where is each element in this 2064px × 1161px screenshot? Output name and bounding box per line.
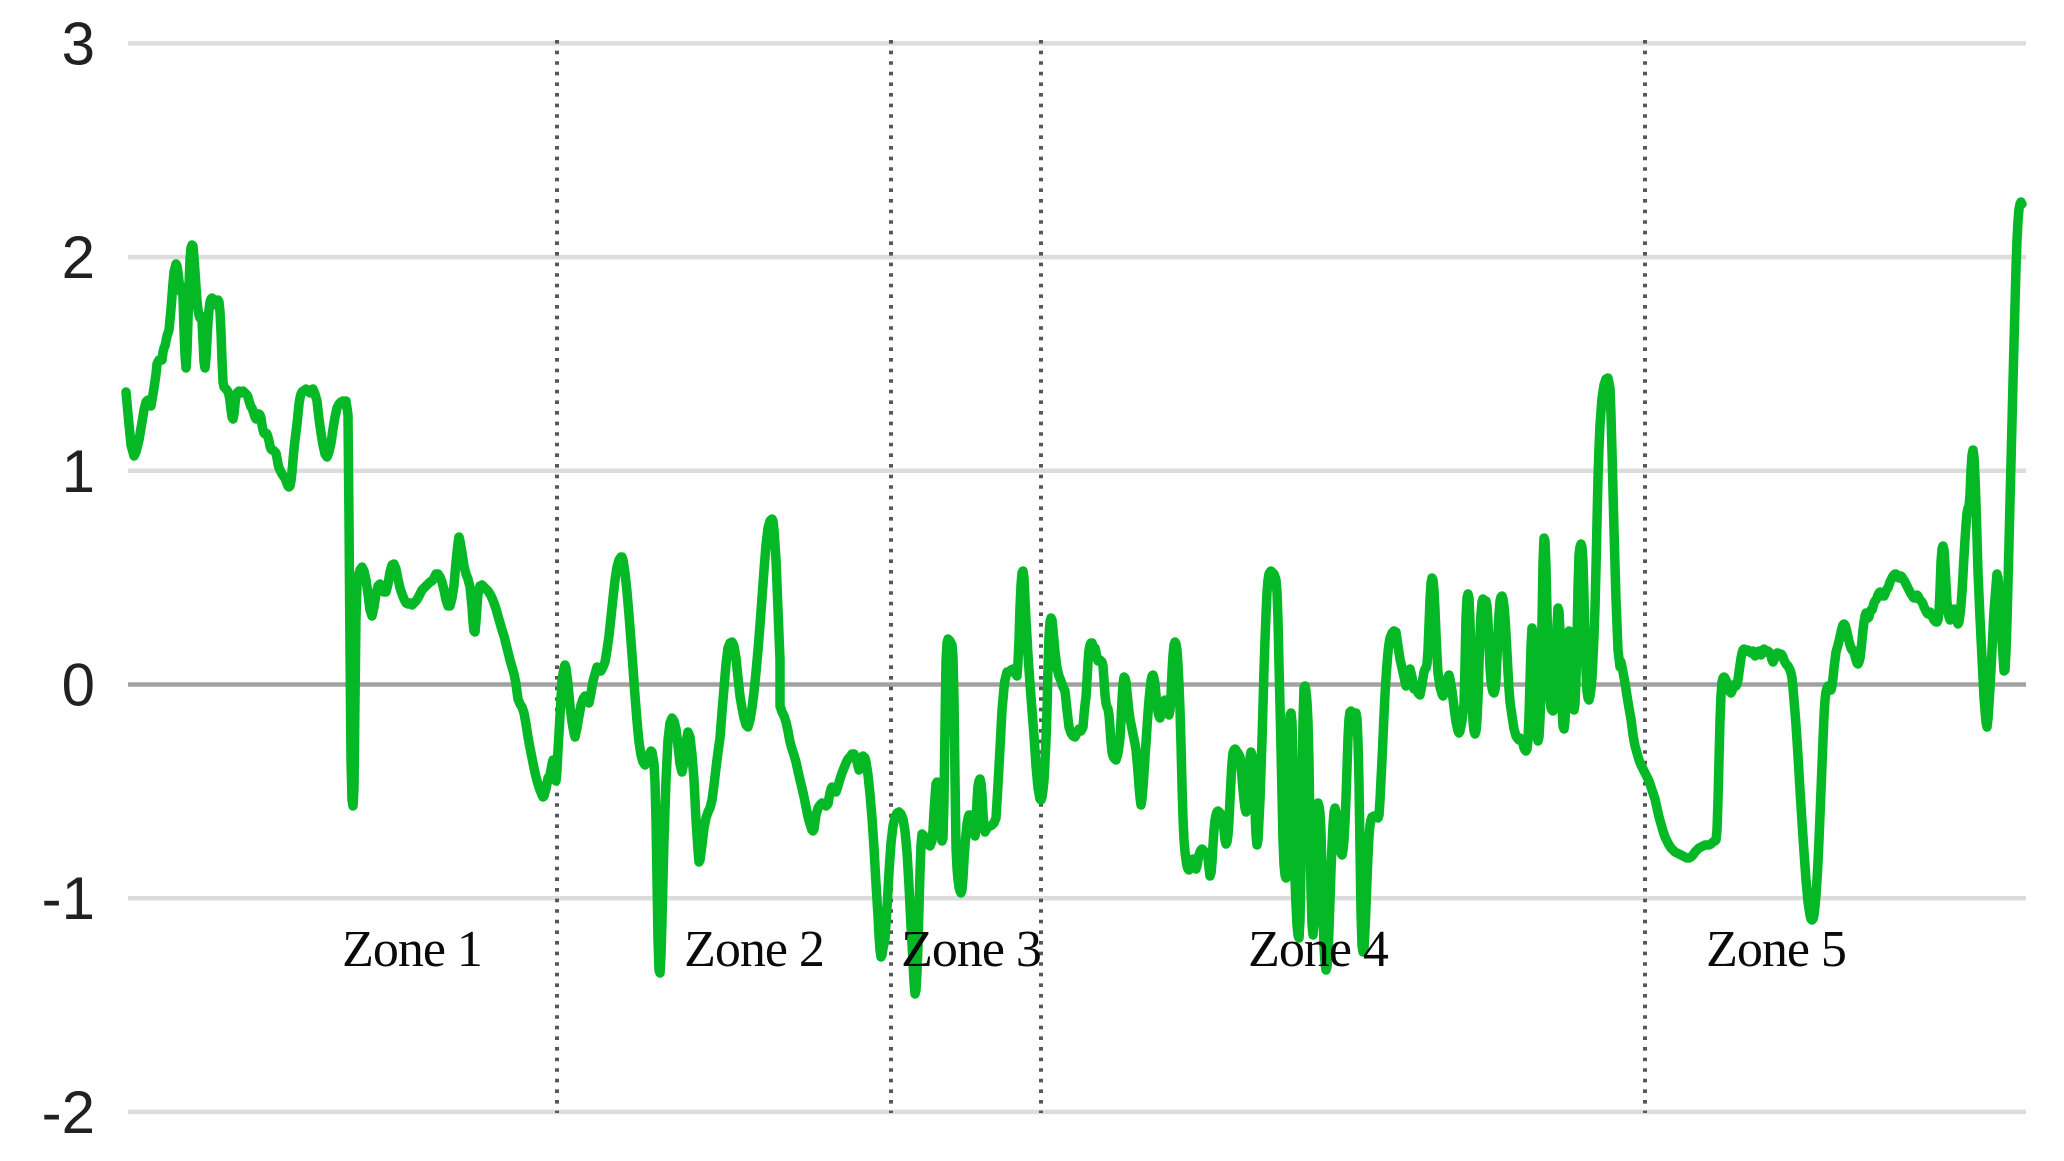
svg-text:2: 2 bbox=[62, 224, 95, 291]
svg-text:1: 1 bbox=[62, 438, 95, 505]
svg-text:Zone 2: Zone 2 bbox=[684, 921, 824, 978]
svg-text:Zone 3: Zone 3 bbox=[901, 921, 1041, 978]
svg-text:0: 0 bbox=[62, 652, 95, 719]
svg-text:Zone 5: Zone 5 bbox=[1706, 921, 1846, 978]
svg-text:-2: -2 bbox=[42, 1079, 95, 1146]
svg-text:Zone 1: Zone 1 bbox=[342, 921, 482, 978]
svg-text:Zone 4: Zone 4 bbox=[1248, 921, 1389, 978]
svg-text:3: 3 bbox=[62, 10, 95, 77]
svg-text:-1: -1 bbox=[42, 865, 95, 932]
